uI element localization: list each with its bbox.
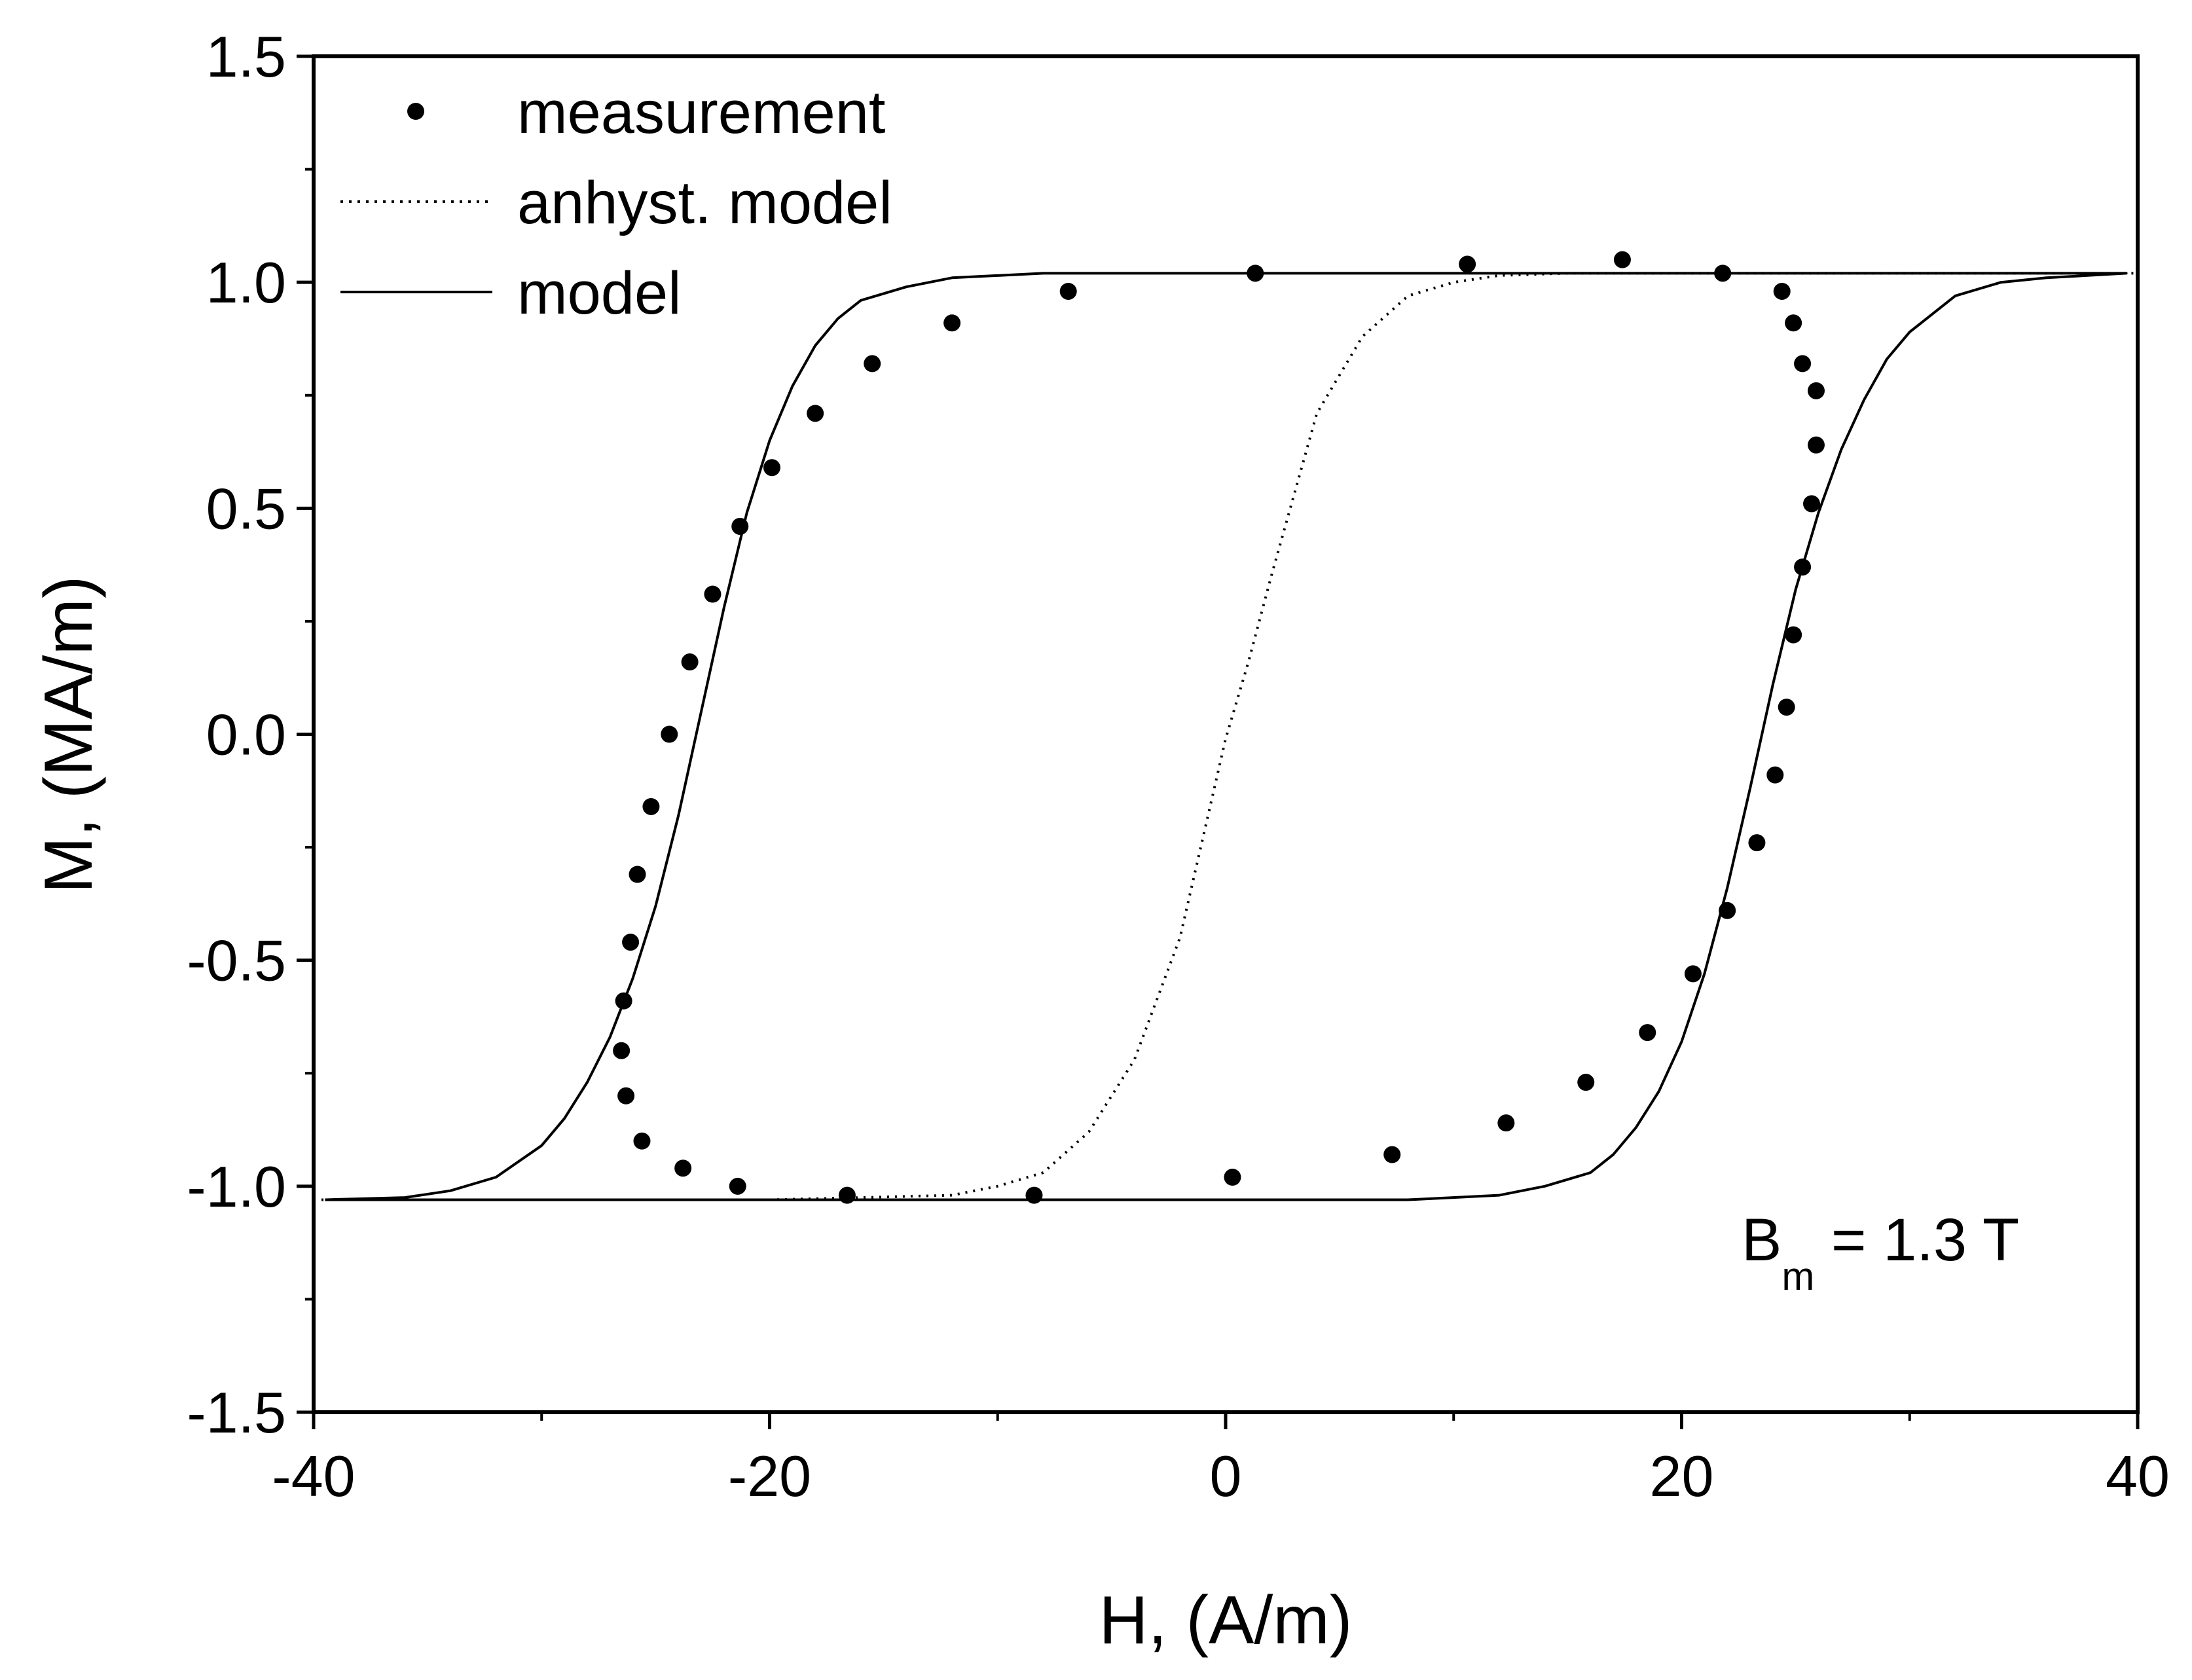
- measurement-point: [1459, 255, 1476, 273]
- y-tick-label: -1.0: [187, 1154, 286, 1219]
- measurement-point: [642, 797, 660, 815]
- measurement-point: [1719, 902, 1736, 919]
- x-tick-label: -20: [728, 1444, 811, 1508]
- model-curve: [325, 272, 2128, 1201]
- x-tick-label: 40: [2106, 1444, 2170, 1508]
- measurement-point: [807, 405, 824, 422]
- measurement-point: [731, 517, 749, 535]
- measurement-point: [1383, 1146, 1401, 1163]
- measurement-point: [763, 459, 780, 477]
- measurement-point: [1807, 436, 1825, 454]
- x-tick-label: 0: [1210, 1444, 1242, 1508]
- y-tick-label: -1.5: [187, 1380, 286, 1445]
- measurement-point: [1748, 834, 1766, 852]
- measurement-points: [613, 251, 1825, 1204]
- measurement-point: [704, 585, 722, 603]
- measurement-point: [864, 355, 881, 373]
- measurement-point: [838, 1186, 856, 1204]
- anhyst-model-curve: [314, 272, 2138, 1201]
- measurement-point: [629, 866, 646, 883]
- legend: measurement anhyst. model model: [340, 79, 892, 327]
- x-axis-ticks: -40 -20 0 20 40: [272, 1412, 2170, 1508]
- measurement-point: [1773, 282, 1791, 300]
- measurement-point: [729, 1177, 746, 1195]
- measurement-point: [617, 1087, 635, 1105]
- measurement-point: [1684, 965, 1702, 983]
- measurement-point: [1794, 558, 1812, 576]
- legend-measurement-marker: [407, 103, 424, 120]
- x-tick-label: -40: [272, 1444, 355, 1508]
- measurement-point: [622, 934, 640, 951]
- x-axis-title: H, (A/m): [1099, 1582, 1352, 1658]
- measurement-point: [1025, 1186, 1043, 1204]
- measurement-point: [681, 653, 699, 671]
- measurement-point: [633, 1132, 651, 1150]
- measurement-point: [1639, 1024, 1656, 1042]
- measurement-point: [613, 1042, 630, 1059]
- measurement-point: [615, 992, 632, 1010]
- measurement-point: [1577, 1074, 1595, 1091]
- measurement-point: [1785, 314, 1802, 332]
- y-tick-label: 1.0: [206, 250, 286, 315]
- y-tick-label: 0.5: [206, 476, 286, 541]
- y-axis-title: M, (MA/m): [31, 575, 107, 893]
- measurement-point: [1785, 626, 1802, 644]
- y-tick-label: 0.0: [206, 703, 286, 767]
- measurement-point: [661, 725, 678, 743]
- measurement-point: [1224, 1169, 1241, 1186]
- measurement-point: [1778, 699, 1795, 716]
- measurement-point: [1794, 355, 1812, 373]
- measurement-point: [1766, 766, 1784, 784]
- x-tick-label: 20: [1650, 1444, 1714, 1508]
- legend-anhyst-label: anhyst. model: [517, 170, 892, 236]
- measurement-point: [1613, 251, 1631, 268]
- measurement-point: [1803, 495, 1821, 513]
- measurement-point: [943, 314, 961, 332]
- y-tick-label: -0.5: [187, 928, 286, 993]
- annotation-subscript: m: [1781, 1254, 1814, 1298]
- measurement-point: [1247, 265, 1264, 282]
- measurement-point: [1497, 1114, 1515, 1132]
- measurement-point: [1714, 265, 1732, 282]
- legend-model-label: model: [517, 260, 682, 327]
- annotation-value: = 1.3 T: [1814, 1207, 2019, 1273]
- series-lines: [314, 272, 2138, 1201]
- y-axis-ticks: -1.5 -1.0 -0.5 0.0 0.5 1.0 1.5: [187, 24, 314, 1445]
- annotation-symbol: B: [1742, 1207, 1781, 1273]
- measurement-point: [1807, 382, 1825, 399]
- y-tick-label: 1.5: [206, 24, 286, 89]
- legend-measurement-label: measurement: [517, 79, 885, 146]
- measurement-point: [674, 1160, 692, 1177]
- measurement-point: [1059, 282, 1077, 300]
- field-annotation: Bm = 1.3 T: [1742, 1207, 2019, 1298]
